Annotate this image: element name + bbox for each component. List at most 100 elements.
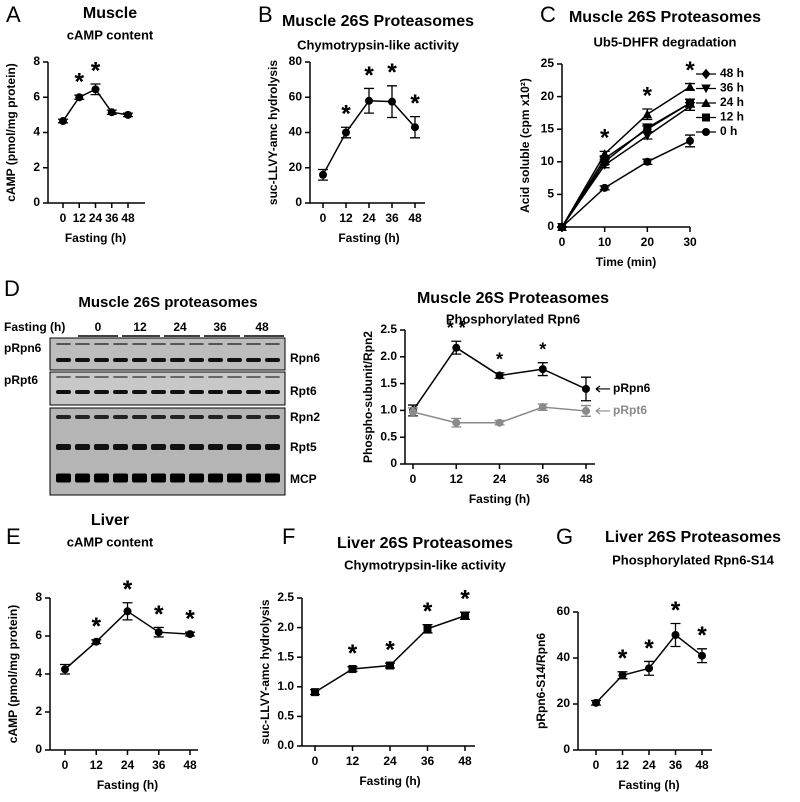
x-axis-label: Fasting (h) xyxy=(338,231,399,245)
x-tick-label: 24 xyxy=(121,758,135,772)
lane-label: 24 xyxy=(173,320,187,334)
panel-letter: C xyxy=(540,2,556,27)
x-tick-label: 0 xyxy=(593,758,600,772)
y-tick-label: 1.5 xyxy=(380,376,397,390)
chart-title: Muscle 26S Proteasomes xyxy=(569,9,761,26)
blot-band xyxy=(132,390,147,394)
chart-panel: B Muscle 26S Proteasomes Chymotrypsin-like… xyxy=(258,2,474,245)
blot-band xyxy=(56,376,71,378)
y-tick-label: 0.0 xyxy=(277,738,294,752)
blot-band xyxy=(265,343,280,345)
blot-band xyxy=(113,376,128,378)
blot-band xyxy=(265,358,280,362)
lane-label: 0 xyxy=(95,320,102,334)
y-axis-label: cAMP (pmol/mg protein) xyxy=(6,605,20,743)
significance-mark: * xyxy=(364,62,374,89)
significance-mark: * xyxy=(154,601,164,628)
legend-marker xyxy=(701,98,711,107)
x-tick-label: 48 xyxy=(121,211,135,225)
y-tick-label: 2 xyxy=(33,160,40,174)
marker xyxy=(592,698,600,707)
y-tick-label: 1.0 xyxy=(277,679,294,693)
blot-band xyxy=(170,415,185,419)
blot-band xyxy=(94,376,109,378)
blot-band xyxy=(208,343,223,345)
x-tick-label: 36 xyxy=(152,758,166,772)
x-tick-label: 24 xyxy=(89,211,103,225)
significance-mark: * xyxy=(423,598,433,625)
blot-band xyxy=(265,415,280,419)
blot-band xyxy=(246,390,261,394)
legend-label: 36 h xyxy=(720,81,744,95)
marker xyxy=(642,109,653,119)
significance-mark: * xyxy=(387,59,397,86)
y-tick-label: 60 xyxy=(557,604,571,618)
marker xyxy=(311,688,319,697)
band-label: Rpt6 xyxy=(290,384,317,398)
legend-arrow xyxy=(595,407,610,415)
marker xyxy=(123,607,132,616)
blot-band xyxy=(75,390,90,394)
blot-band xyxy=(75,376,90,378)
marker xyxy=(75,93,84,102)
significance-mark: * xyxy=(644,635,654,662)
x-tick-label: 20 xyxy=(641,235,655,249)
chart-panel: C Muscle 26S Proteasomes Ub5-DHFR degradat… xyxy=(518,2,761,269)
significance-mark: * xyxy=(600,125,610,152)
blot-band xyxy=(227,358,242,362)
blot-band xyxy=(75,415,90,419)
marker xyxy=(643,157,652,166)
legend-label: 24 h xyxy=(720,95,744,109)
significance-mark: * xyxy=(618,645,628,672)
blot-band xyxy=(75,343,90,345)
significance-mark: * xyxy=(348,640,358,667)
blot-band xyxy=(113,444,128,450)
y-tick-label: 2.5 xyxy=(277,590,294,604)
x-tick-label: 12 xyxy=(450,472,464,486)
lane-label: 12 xyxy=(133,320,147,334)
x-tick-label: 36 xyxy=(105,211,119,225)
x-tick-label: 12 xyxy=(90,758,104,772)
significance-mark: * xyxy=(460,586,470,613)
marker xyxy=(599,149,610,158)
y-tick-label: 8 xyxy=(35,590,42,604)
band-label: pRpt6 xyxy=(4,373,38,387)
blot-band xyxy=(132,343,147,345)
significance-mark: * xyxy=(697,622,707,649)
marker xyxy=(92,637,101,646)
x-tick-label: 12 xyxy=(73,211,87,225)
marker xyxy=(642,131,653,141)
y-axis-label: suc-LLVY-amc hydrolysis xyxy=(258,599,272,744)
marker xyxy=(452,418,461,427)
marker xyxy=(558,223,566,231)
band-label: Rpn2 xyxy=(290,410,320,424)
marker xyxy=(645,664,653,673)
x-axis-label: Fasting (h) xyxy=(359,774,420,788)
marker xyxy=(461,611,469,620)
x-tick-label: 24 xyxy=(493,472,507,486)
significance-mark: * xyxy=(123,576,133,603)
significance-mark: * xyxy=(671,597,681,624)
x-tick-label: 48 xyxy=(458,754,472,768)
panel-letter: G xyxy=(556,524,573,549)
legend-marker xyxy=(701,68,711,80)
blot-band xyxy=(151,376,166,378)
chart-title: Liver xyxy=(91,512,129,529)
lane-label: 48 xyxy=(255,320,269,334)
blot-band xyxy=(151,444,166,450)
marker xyxy=(107,108,116,117)
panel-letter: F xyxy=(282,524,295,549)
chart-subtitle: Phosphorylated Rpn6-S14 xyxy=(612,552,775,567)
y-tick-label: 2.0 xyxy=(380,349,397,363)
legend-arrow xyxy=(595,385,610,393)
blot-band xyxy=(227,390,242,394)
series-line xyxy=(561,140,691,228)
blot-band xyxy=(113,473,128,483)
blot-band xyxy=(246,358,261,362)
x-tick-label: 36 xyxy=(385,211,399,225)
y-tick-label: 40 xyxy=(557,650,571,664)
chart-subtitle: Chymotrypsin-like activity xyxy=(297,37,460,52)
legend-label: pRpn6 xyxy=(613,381,651,395)
chart-panel: F Liver 26S Proteasomes Chymotrypsin-like … xyxy=(258,524,513,788)
marker xyxy=(582,384,590,393)
